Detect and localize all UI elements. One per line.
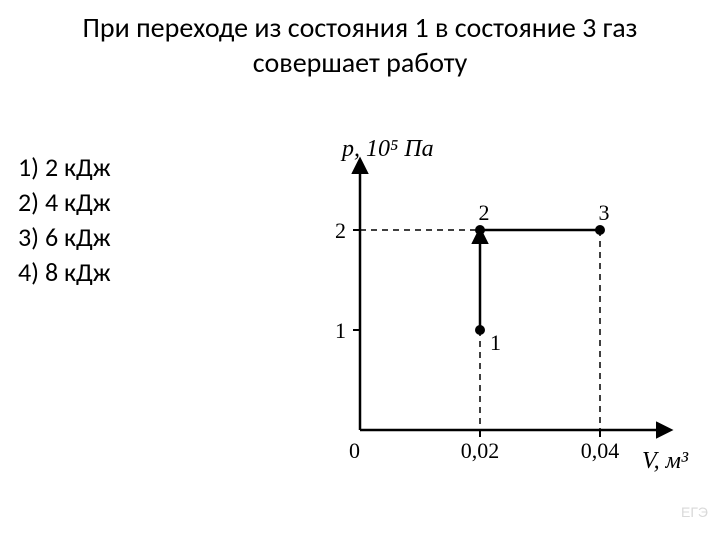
svg-text:1: 1 xyxy=(490,330,501,355)
svg-text:0,04: 0,04 xyxy=(581,438,620,463)
svg-text:3: 3 xyxy=(599,200,610,225)
svg-text:2: 2 xyxy=(479,200,490,225)
svg-text:0: 0 xyxy=(349,438,360,463)
svg-text:0,02: 0,02 xyxy=(461,438,500,463)
svg-text:1: 1 xyxy=(335,318,346,343)
answer-2: 2) 4 кДж xyxy=(18,185,111,220)
svg-text:p, 10⁵ Па: p, 10⁵ Па xyxy=(340,136,434,162)
answer-3: 3) 6 кДж xyxy=(18,220,111,255)
answer-1: 1) 2 кДж xyxy=(18,150,111,185)
svg-text:2: 2 xyxy=(335,218,346,243)
watermark: ЕГЭ xyxy=(681,504,708,520)
pv-diagram: p, 10⁵ Па V, м³ 1 2 0 0,02 0,04 1 2 3 xyxy=(280,130,700,490)
title-line2: совершает работу xyxy=(253,45,468,80)
answer-options: 1) 2 кДж 2) 4 кДж 3) 6 кДж 4) 8 кДж xyxy=(18,150,111,290)
title-line1: При переходе из состояния 1 в состояние … xyxy=(83,10,638,45)
svg-text:V, м³: V, м³ xyxy=(642,448,689,474)
question-title: При переходе из состояния 1 в состояние … xyxy=(0,10,720,80)
answer-4: 4) 8 кДж xyxy=(18,255,111,290)
